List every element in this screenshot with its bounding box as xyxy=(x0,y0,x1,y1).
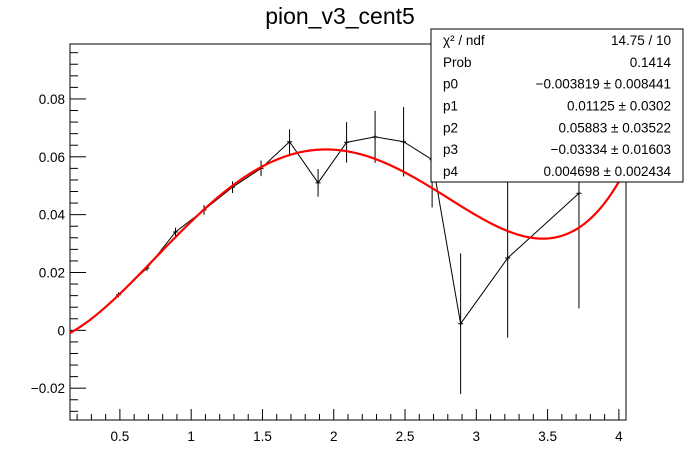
axes: 0.5 1 1.5 2 2.5 3 3.5 4 −0.02 0 0.02 0.04 0.06 0.08 xyxy=(31,52,623,444)
x-tick-label: 3 xyxy=(473,429,481,444)
x-tick-label: 1 xyxy=(187,429,195,444)
x-tick-label: 2.5 xyxy=(396,429,415,444)
series-layer xyxy=(70,78,626,394)
y-tick-label: 0.08 xyxy=(39,92,65,107)
stats-value: 0.1414 xyxy=(630,55,672,70)
data-point xyxy=(315,168,321,197)
y-tick-label: 0.04 xyxy=(39,208,66,223)
stats-label: p3 xyxy=(443,142,458,157)
stats-value: 0.004698 ± 0.002434 xyxy=(543,164,671,179)
x-tick-label: 4 xyxy=(615,429,623,444)
stats-value: −0.003819 ± 0.008441 xyxy=(536,77,671,92)
y-tick-label: 0 xyxy=(57,323,65,338)
data-point xyxy=(372,110,378,163)
stats-label: Prob xyxy=(443,55,472,70)
stats-box-frame xyxy=(430,28,684,183)
data-point xyxy=(172,227,178,237)
stats-box: χ² / ndf 14.75 / 10 Prob 0.1414 p0 −0.003819 … xyxy=(430,28,684,183)
data-point xyxy=(458,253,464,394)
data-point xyxy=(287,129,293,155)
stats-label: p1 xyxy=(443,99,458,114)
fit-curve xyxy=(70,148,626,334)
stats-value: 14.75 / 10 xyxy=(611,33,671,48)
data-point xyxy=(505,178,511,338)
stats-value: 0.01125 ± 0.0302 xyxy=(567,99,671,114)
stats-value: 0.05883 ± 0.03522 xyxy=(558,120,671,135)
stats-label: p0 xyxy=(443,77,458,92)
stats-label: χ² / ndf xyxy=(443,33,485,48)
x-tick-label: 3.5 xyxy=(538,429,557,444)
y-tick-label: −0.02 xyxy=(31,381,65,396)
data-point xyxy=(344,122,350,163)
y-tick-label: 0.02 xyxy=(39,265,65,280)
x-tick-label: 0.5 xyxy=(111,429,130,444)
data-point xyxy=(401,107,407,177)
stats-label: p2 xyxy=(443,120,458,135)
y-tick-label: 0.06 xyxy=(39,150,65,165)
x-tick-label: 2 xyxy=(330,429,338,444)
stats-value: −0.03334 ± 0.01603 xyxy=(551,142,671,157)
chart-title: pion_v3_cent5 xyxy=(265,3,415,29)
stats-label: p4 xyxy=(443,164,459,179)
x-tick-label: 1.5 xyxy=(253,429,272,444)
